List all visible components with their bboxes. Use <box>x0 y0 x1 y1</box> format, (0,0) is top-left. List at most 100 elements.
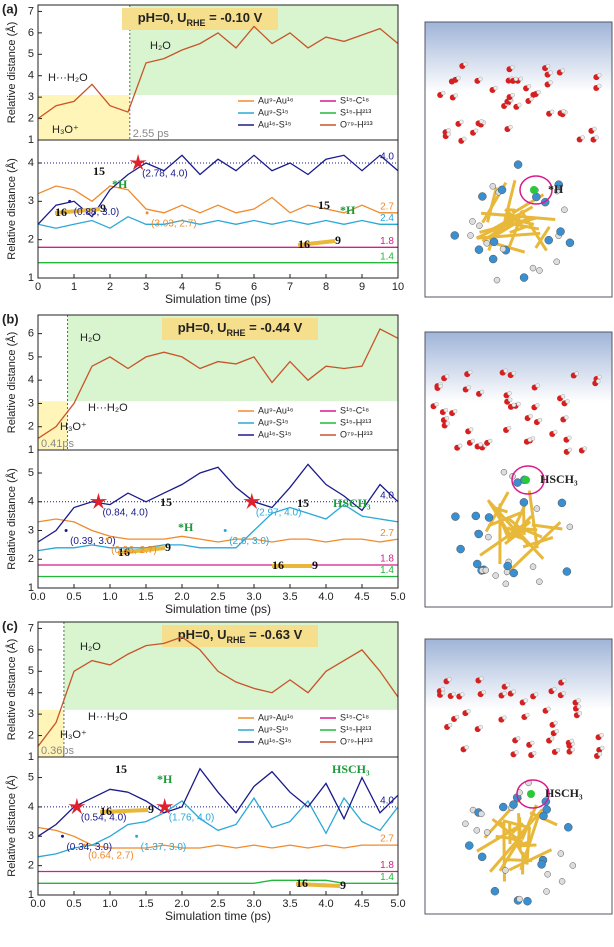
water-h <box>439 384 443 388</box>
point-dot <box>83 844 86 847</box>
water-h <box>506 683 510 687</box>
water-h <box>480 119 484 123</box>
point-label: (1.37, 3.0) <box>141 842 187 853</box>
panel-label: (a) <box>2 1 18 16</box>
cluster-atom <box>485 513 493 521</box>
x-tick-label: 0.5 <box>66 898 81 910</box>
water-h <box>508 125 512 129</box>
x-tick-label: 3.5 <box>282 591 297 603</box>
water-h <box>549 71 553 75</box>
water-h <box>508 398 512 402</box>
cluster-atom <box>500 246 506 252</box>
legend-label: S¹⁵-C¹⁸ <box>340 405 369 415</box>
cluster-atom <box>451 513 459 521</box>
y-tick-label: 5 <box>28 48 34 60</box>
cluster-atom <box>567 524 573 530</box>
y-tick-label: 6 <box>28 27 34 39</box>
inset-label: 9 <box>335 233 341 247</box>
cluster-bond <box>508 210 516 211</box>
water-h <box>516 736 520 740</box>
water-h <box>453 409 457 413</box>
point-label: (0.39, 3.0) <box>70 536 116 547</box>
cluster-bond <box>529 491 537 549</box>
image-label: HSCH₃ <box>540 472 578 486</box>
cluster-atom <box>510 801 518 809</box>
water-h <box>445 374 449 378</box>
title-sub: RHE <box>227 328 246 338</box>
water-h <box>514 77 518 81</box>
cluster-atom <box>472 512 480 520</box>
point-dot <box>65 529 68 532</box>
inset-label: 9 <box>165 540 171 554</box>
point-label: (0.84, 4.0) <box>102 507 148 518</box>
point-label: (0.96, 2.7) <box>111 545 157 556</box>
x-axis-label: Simulation time (ps) <box>165 292 271 306</box>
y-axis-label: Relative distance (Å) <box>5 332 18 434</box>
y-tick-label: 2 <box>28 729 34 741</box>
title-post: = -0.10 V <box>206 10 263 25</box>
legend-label: O⁷⁹-H²¹³ <box>340 119 373 129</box>
water-h <box>534 692 538 696</box>
image-label: *H <box>548 182 564 196</box>
x-tick-label: 5.0 <box>390 898 405 910</box>
cluster-atom <box>566 239 574 247</box>
water-h <box>479 725 483 729</box>
cluster-atom <box>561 207 567 213</box>
water-h <box>553 430 557 434</box>
y-tick-label: 1 <box>28 751 34 763</box>
x-tick-label: 9 <box>359 281 365 293</box>
y-tick-label: 5 <box>28 351 34 363</box>
y-tick-label: 2 <box>28 112 34 124</box>
water-h <box>536 384 540 388</box>
water-h <box>460 693 464 697</box>
point-dot <box>135 835 138 838</box>
water-h <box>528 438 532 442</box>
water-h <box>527 84 531 88</box>
water-h <box>598 752 602 756</box>
cluster-atom <box>468 232 474 238</box>
note: H₃O⁺ <box>60 421 87 433</box>
cluster-atom <box>484 240 490 246</box>
title-sub: RHE <box>187 18 206 28</box>
water-h <box>471 439 475 443</box>
inset-label: 9 <box>148 802 154 816</box>
y-tick-label: 3 <box>28 524 34 536</box>
legend-label: S¹⁵-H²¹³ <box>340 107 371 117</box>
cluster-atom <box>559 878 565 884</box>
water-h <box>556 748 560 752</box>
y-tick-label: 3 <box>28 708 34 720</box>
x-tick-label: 2.5 <box>210 898 225 910</box>
water-h <box>448 723 452 727</box>
x-tick-label: 4 <box>179 281 185 293</box>
plot-frame <box>38 450 398 588</box>
water-h <box>504 369 508 373</box>
note: H···H₂O <box>48 72 88 84</box>
y-tick-label: 2 <box>28 860 34 872</box>
water-h <box>598 375 602 379</box>
x-tick-label: 3 <box>143 281 149 293</box>
water-h <box>597 73 601 77</box>
note: H₃O⁺ <box>60 729 87 741</box>
water-h <box>463 62 467 66</box>
cluster-atom <box>451 231 459 239</box>
cluster-atom <box>532 193 540 201</box>
point-dot <box>224 529 227 532</box>
cluster-bond <box>508 860 533 861</box>
point-label: (3.03, 2.7) <box>151 218 197 229</box>
cluster-atom <box>475 246 483 254</box>
water-h <box>596 379 600 383</box>
water-h <box>554 721 558 725</box>
cluster-atom <box>469 218 475 224</box>
transition-label: 0.41ps <box>41 438 75 450</box>
water-h <box>512 403 516 407</box>
cluster-atom <box>517 896 523 902</box>
y-tick-label: 3 <box>28 830 34 842</box>
water-h <box>577 699 581 703</box>
legend-label: Au⁹-Au¹⁶ <box>258 405 294 415</box>
point-dot <box>68 200 71 203</box>
water-h <box>454 94 458 98</box>
y-axis-label: Relative distance (Å) <box>5 468 18 570</box>
y-tick-label: 5 <box>28 665 34 677</box>
water-h <box>480 390 484 394</box>
note: H₂O <box>150 40 171 52</box>
